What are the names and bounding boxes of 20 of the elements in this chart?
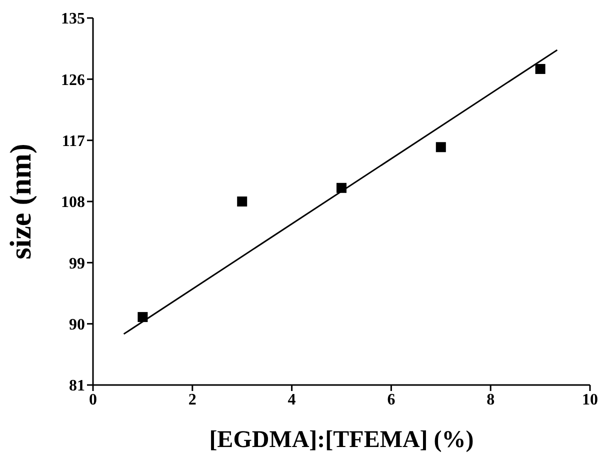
x-tick-label: 10 bbox=[582, 391, 598, 408]
x-tick-label: 2 bbox=[188, 391, 196, 408]
y-tick-label: 108 bbox=[61, 194, 85, 212]
x-tick-label: 0 bbox=[89, 391, 97, 408]
x-tick-label: 6 bbox=[387, 391, 396, 408]
y-tick-label: 99 bbox=[69, 255, 85, 272]
x-axis-title: [EGDMA]:[TFEMA] (%) bbox=[209, 427, 474, 453]
y-tick-label: 117 bbox=[62, 133, 85, 150]
point bbox=[237, 196, 248, 206]
y-tick-label: 90 bbox=[69, 316, 85, 334]
x-tick-label: 8 bbox=[486, 391, 495, 408]
point bbox=[535, 64, 546, 74]
point bbox=[138, 312, 148, 322]
y-tick-label: 126 bbox=[61, 72, 85, 89]
point bbox=[336, 182, 346, 193]
point bbox=[436, 142, 446, 152]
y-axis-title: size (nm) bbox=[4, 144, 38, 260]
x-tick-label: 4 bbox=[288, 391, 296, 408]
y-tick-label: 135 bbox=[61, 10, 85, 28]
y-tick-label: 81 bbox=[69, 378, 85, 395]
